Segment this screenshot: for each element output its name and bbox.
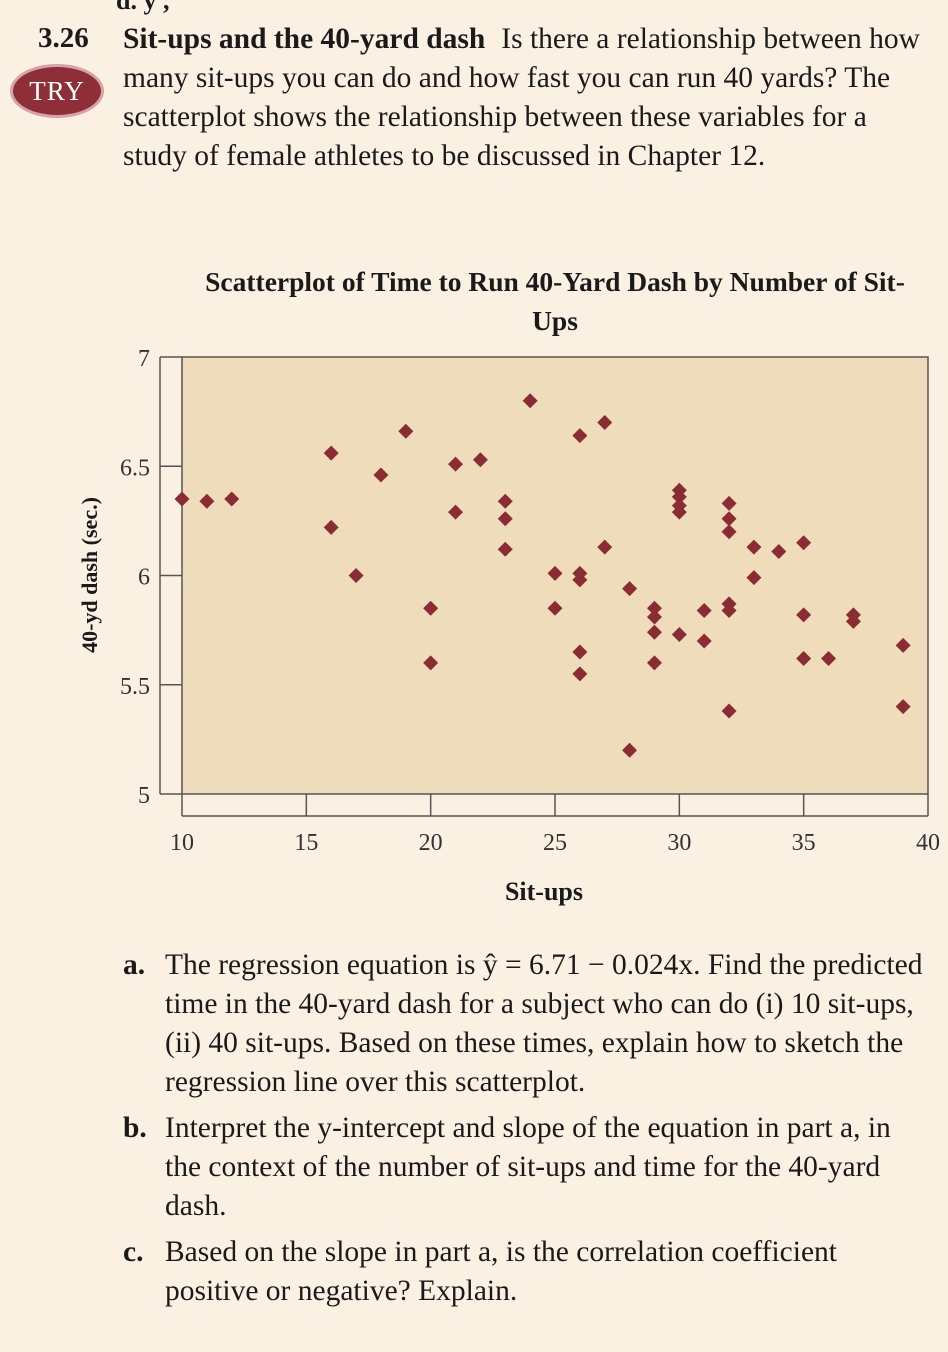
scatterplot: 5 5.5 6 6.5 7 10 15 20 25 30 35 40 40-yd dash (sec… [77, 346, 940, 906]
data-point [721, 495, 737, 511]
data-point [472, 452, 488, 468]
x-axis-label: Sit-ups [505, 877, 583, 906]
data-point [895, 637, 911, 653]
data-point [671, 504, 687, 520]
x-tick-label: 10 [170, 830, 194, 856]
data-point [522, 393, 538, 409]
data-point [572, 428, 588, 444]
data-point [497, 541, 513, 557]
data-point [423, 600, 439, 616]
question-text: Interpret the y-intercept and slope of t… [165, 1112, 891, 1222]
data-point [671, 489, 687, 505]
data-point [622, 742, 638, 758]
exercise-intro: Sit-ups and the 40-yard dash Is there a r… [123, 20, 923, 176]
x-tick-label: 25 [543, 830, 567, 856]
y-tick-label: 5.5 [120, 674, 150, 700]
data-point [721, 511, 737, 527]
data-point [746, 539, 762, 555]
data-point [572, 666, 588, 682]
data-point [721, 602, 737, 618]
question-a: a. The regression equation is ŷ = 6.71 −… [123, 946, 933, 1102]
x-tick-label: 35 [792, 830, 816, 856]
data-point [721, 524, 737, 540]
data-point [597, 539, 613, 555]
data-point [497, 493, 513, 509]
data-point [721, 703, 737, 719]
exercise-number: 3.26 [38, 22, 89, 54]
data-point [671, 626, 687, 642]
y-tick-label: 7 [138, 346, 150, 372]
question-label: a. [123, 949, 146, 981]
x-tick-label: 15 [294, 830, 318, 856]
data-point [423, 655, 439, 671]
question-label: c. [123, 1236, 144, 1268]
y-tick-label: 6 [138, 565, 150, 591]
data-point [796, 607, 812, 623]
x-tick-label: 40 [916, 830, 940, 856]
data-point [497, 511, 513, 527]
data-point [895, 699, 911, 715]
y-axis-label: 40-yd dash (sec.) [77, 497, 102, 653]
data-point [547, 600, 563, 616]
data-point [771, 543, 787, 559]
data-points [174, 393, 911, 758]
data-point [547, 565, 563, 581]
cropped-previous-line: d. y , [116, 0, 170, 15]
data-point [646, 655, 662, 671]
question-label: b. [123, 1112, 147, 1144]
data-point [696, 602, 712, 618]
data-point [572, 644, 588, 660]
data-point [572, 572, 588, 588]
try-badge[interactable]: TRY [13, 67, 101, 115]
data-point [448, 504, 464, 520]
data-point [646, 609, 662, 625]
question-b: b. Interpret the y-intercept and slope o… [123, 1109, 933, 1226]
data-point [696, 633, 712, 649]
data-point [796, 651, 812, 667]
x-axis: 10 15 20 25 30 35 40 [170, 794, 940, 856]
data-point [622, 581, 638, 597]
data-point [845, 613, 861, 629]
y-tick-label: 5 [138, 783, 150, 809]
data-point [646, 600, 662, 616]
question-text: Based on the slope in part a, is the cor… [165, 1236, 837, 1307]
data-point [646, 624, 662, 640]
chart-title: Scatterplot of Time to Run 40-Yard Dash … [205, 266, 905, 336]
data-point [224, 491, 240, 507]
y-axis: 5 5.5 6 6.5 7 [120, 346, 182, 809]
data-point [398, 423, 414, 439]
data-point [199, 493, 215, 509]
exercise-body: Is there a relationship between how many… [123, 23, 920, 172]
question-c: c. Based on the slope in part a, is the … [123, 1233, 933, 1311]
data-point [746, 570, 762, 586]
data-point [796, 535, 812, 551]
data-point [597, 415, 613, 431]
data-point [323, 519, 339, 535]
data-point [821, 651, 837, 667]
y-tick-label: 6.5 [120, 455, 150, 481]
data-point [348, 568, 364, 583]
data-point [323, 445, 339, 461]
data-point [373, 467, 389, 483]
question-text: The regression equation is ŷ = 6.71 − 0.… [165, 949, 923, 1098]
data-point [174, 491, 190, 507]
exercise-title: Sit-ups and the 40-yard dash [123, 23, 486, 55]
x-tick-label: 30 [667, 830, 691, 856]
data-point [448, 456, 464, 472]
x-tick-label: 20 [419, 830, 443, 856]
question-list: a. The regression equation is ŷ = 6.71 −… [123, 946, 933, 1318]
